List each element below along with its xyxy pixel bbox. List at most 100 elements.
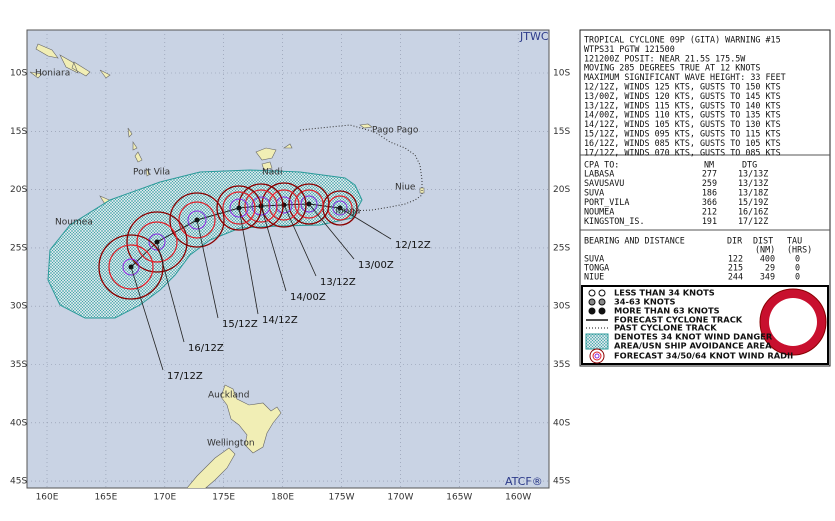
warning-line: TROPICAL CYCLONE 09P (GITA) WARNING #15 xyxy=(584,35,781,45)
bearing-header: TAU xyxy=(787,236,802,246)
wind-radius-64 xyxy=(251,196,271,216)
warning-line: 13/12Z, WINDS 115 KTS, GUSTS TO 140 KTS xyxy=(584,100,781,110)
place-label: Auckland xyxy=(208,391,249,401)
legend-symbol xyxy=(588,298,596,306)
place-label: Wellington xyxy=(207,439,255,449)
legend-item: LESS THAN 34 KNOTS xyxy=(614,288,715,298)
map xyxy=(27,30,549,488)
wind-radius-64 xyxy=(122,258,140,276)
cpa-cell: SAVUSAVU xyxy=(584,178,624,188)
lat-label: 30S xyxy=(10,302,27,312)
warning-line: WTPS31 PGTW 121500 xyxy=(584,44,675,54)
legend-symbol xyxy=(598,307,606,315)
bearing-cell: 244 xyxy=(728,272,743,282)
bearing-cell: 400 xyxy=(760,254,775,264)
lat-label: 25S xyxy=(10,243,27,253)
bearing-cell: 0 xyxy=(795,272,800,282)
legend-symbol xyxy=(588,289,596,297)
warning-line: 15/12Z, WINDS 095 KTS, GUSTS TO 115 KTS xyxy=(584,129,781,139)
forecast-time: 13/12Z xyxy=(320,277,356,288)
legend-symbol xyxy=(594,353,600,359)
legend-item: MORE THAN 63 KNOTS xyxy=(614,306,720,316)
bearing-header: BEARING AND DISTANCE xyxy=(584,236,685,246)
badge: ATCF® xyxy=(505,475,543,488)
forecast-time: 15/12Z xyxy=(222,319,258,330)
wind-radius-34 xyxy=(216,185,262,231)
lon-label: 175W xyxy=(328,493,354,503)
lat-label: 20S xyxy=(553,185,570,195)
wind-radius-50 xyxy=(108,244,154,290)
lat-label: 25S xyxy=(553,243,570,253)
legend-item: AREA/USN SHIP AVOIDANCE AREA xyxy=(614,341,772,351)
cpa-cell: 13/13Z xyxy=(738,169,768,179)
lon-label: 165W xyxy=(446,493,472,503)
wind-radius-50 xyxy=(178,201,216,239)
lat-label: 35S xyxy=(553,360,570,370)
warning-line: 121200Z POSIT: NEAR 21.5S 175.5W xyxy=(584,53,746,63)
wind-radius-64 xyxy=(332,200,348,216)
leader-line xyxy=(308,203,355,260)
cpa-cell: 191 xyxy=(702,216,717,226)
cpa-header: DTG xyxy=(742,160,757,170)
forecast-time: 16/12Z xyxy=(188,343,224,354)
warning-line: 12/12Z, WINDS 125 KTS, GUSTS TO 150 KTS xyxy=(584,82,781,92)
wind-radius-64 xyxy=(229,198,249,218)
lat-label: 20S xyxy=(10,185,27,195)
legend-symbol xyxy=(598,298,606,306)
wind-radius-64 xyxy=(275,196,293,214)
legend-item: 34-63 KNOTS xyxy=(614,297,676,307)
lat-label: 10S xyxy=(10,69,27,79)
leader-line xyxy=(156,241,185,343)
lon-label: 160E xyxy=(36,493,59,503)
bearing-header: DIST xyxy=(753,236,773,246)
place-label: Tonga xyxy=(333,207,360,217)
cpa-cell: SUVA xyxy=(584,188,604,198)
lat-label: 40S xyxy=(10,418,27,428)
cpa-cell: 212 xyxy=(702,207,717,217)
wind-radius-50 xyxy=(244,189,278,223)
wind-radius-64 xyxy=(300,195,318,213)
bearing-cell: NIUE xyxy=(584,272,604,282)
wind-radius-34 xyxy=(288,183,330,225)
cpa-cell: NOUMEA xyxy=(584,207,614,217)
lon-label: 165E xyxy=(94,493,117,503)
lat-label: 35S xyxy=(10,360,27,370)
cpa-cell: 15/19Z xyxy=(738,197,768,207)
place-label: Honiara xyxy=(35,69,70,79)
forecast-time: 14/12Z xyxy=(262,315,298,326)
forecast-time: 13/00Z xyxy=(358,260,394,271)
bearing-cell: TONGA xyxy=(584,263,609,273)
cpa-header: NM xyxy=(704,160,714,170)
wind-radius-34 xyxy=(126,211,188,273)
lat-label: 40S xyxy=(553,418,570,428)
cpa-cell: LABASA xyxy=(584,169,614,179)
wind-radius-34 xyxy=(98,234,164,300)
forecast-time: 12/12Z xyxy=(395,240,431,251)
leader-line xyxy=(130,266,164,371)
cpa-cell: KINGSTON_IS. xyxy=(584,216,645,226)
lon-label: 180E xyxy=(271,493,294,503)
legend-item: PAST CYCLONE TRACK xyxy=(614,323,717,333)
legend-symbol xyxy=(589,348,605,364)
bearing-cell: 29 xyxy=(765,263,775,273)
leader-line xyxy=(238,207,259,315)
wind-radius-50 xyxy=(268,189,300,221)
bearing-cell: 0 xyxy=(795,254,800,264)
lat-label: 45S xyxy=(553,477,570,487)
warning-line: MAXIMUM SIGNIFICANT WAVE HEIGHT: 33 FEET xyxy=(584,72,786,82)
forecast-time: 17/12Z xyxy=(167,371,203,382)
legend-item: FORECAST CYCLONE TRACK xyxy=(614,315,743,325)
place-label: Niue xyxy=(395,183,416,193)
legend-symbol xyxy=(598,289,606,297)
cpa-cell: 13/13Z xyxy=(738,178,768,188)
warning-line: 14/00Z, WINDS 110 KTS, GUSTS TO 135 KTS xyxy=(584,110,781,120)
leader-line xyxy=(260,205,287,292)
logo-inner xyxy=(769,298,817,346)
warning-line: 14/12Z, WINDS 105 KTS, GUSTS TO 130 KTS xyxy=(584,119,781,129)
forecast-time: 14/00Z xyxy=(290,292,326,303)
legend-symbol xyxy=(588,307,596,315)
bearing-cell: 122 xyxy=(728,254,743,264)
lon-label: 160W xyxy=(505,493,531,503)
wind-radius-34 xyxy=(169,192,225,248)
bearing-cell: 215 xyxy=(728,263,743,273)
